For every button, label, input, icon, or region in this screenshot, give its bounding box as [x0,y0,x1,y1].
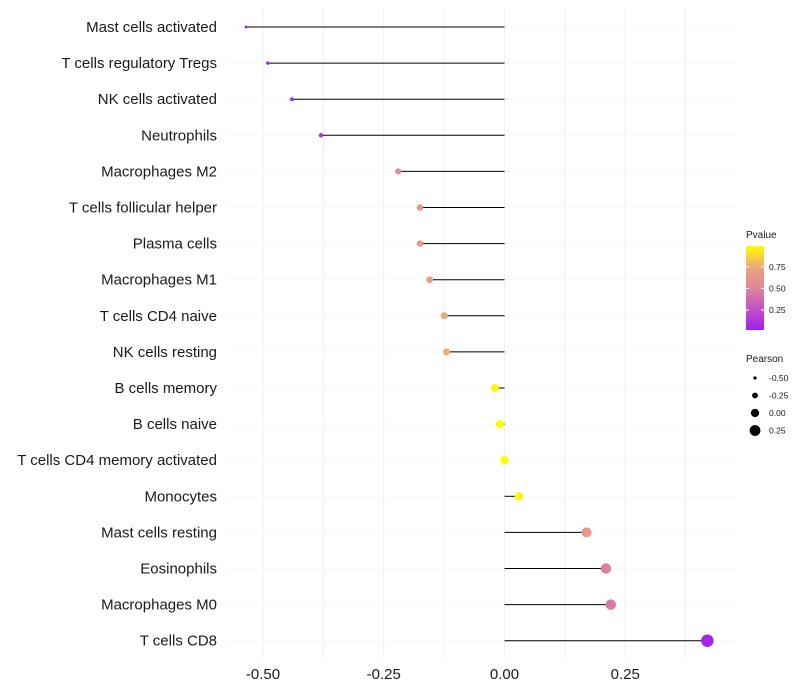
point-macrophages-m1 [426,276,434,284]
category-label: Plasma cells [133,236,217,253]
point-monocytes [514,492,524,501]
y-axis-labels: Mast cells activated T cells regulatory T… [17,19,217,650]
point-macrophages-m0 [605,599,617,610]
category-label: Eosinophils [140,561,217,578]
legend: Pvalue 0.25 0.50 0.75 Pearson -0.50 -0.25 0.… [746,230,789,436]
category-label: T cells CD8 [140,633,217,650]
size-legend-dot [752,392,758,399]
size-legend-dot [749,425,761,436]
color-legend-label: 0.25 [769,305,786,315]
point-nk-cells-resting [442,348,451,356]
point-t-cells-regulatory-tregs [266,61,270,65]
color-legend-label: 0.50 [769,283,786,293]
point-b-cells-naive [495,420,504,429]
category-label: B cells memory [114,380,217,397]
point-t-cells-follicular-helper [416,204,424,211]
size-legend-dot [753,376,757,380]
category-label: Macrophages M1 [101,272,217,289]
category-label: Macrophages M2 [101,163,217,180]
category-label: NK cells resting [113,344,217,361]
category-label: T cells CD4 naive [100,308,217,325]
category-label: Mast cells activated [86,19,217,36]
point-mast-cells-resting [581,527,592,538]
size-legend-label: -0.50 [769,373,789,383]
size-legend-dot [750,408,760,418]
color-legend-bar [746,246,764,330]
lollipop-stems [246,26,708,642]
category-label: T cells regulatory Tregs [61,55,217,72]
category-label: B cells naive [133,416,217,433]
category-label: T cells CD4 memory activated [17,452,217,469]
point-t-cells-cd4-naive [440,312,448,320]
point-t-cells-cd8 [701,634,714,647]
color-legend-ticks: 0.25 0.50 0.75 [746,262,786,315]
x-axis-labels: -0.50 -0.25 0.00 0.25 [246,666,640,683]
lollipop-points [244,25,714,647]
point-t-cells-cd4-memory-activated [500,456,509,465]
category-label: Neutrophils [141,127,217,144]
point-macrophages-m2 [395,168,402,175]
x-tick-label: -0.50 [246,666,280,683]
point-plasma-cells [416,240,424,247]
category-label: T cells follicular helper [69,200,217,217]
x-tick-label: 0.00 [490,666,519,683]
point-eosinophils [600,563,612,574]
size-legend-title: Pearson [746,354,783,365]
color-legend-label: 0.75 [769,262,786,272]
color-legend-title: Pvalue [746,230,777,241]
x-tick-label: -0.25 [367,666,401,683]
point-nk-cells-activated [290,97,294,102]
category-label: NK cells activated [98,91,217,108]
point-b-cells-memory [490,383,499,393]
category-label: Mast cells resting [101,524,217,541]
category-label: Monocytes [144,488,217,505]
size-legend-label: 0.00 [769,408,786,418]
category-label: Macrophages M0 [101,597,217,614]
x-tick-label: 0.25 [611,666,640,683]
size-legend-label: -0.25 [769,391,789,401]
point-mast-cells-activated [244,25,248,29]
grid-lines [228,8,738,658]
point-neutrophils [318,133,324,138]
size-legend-label: 0.25 [769,426,786,436]
size-legend-keys: -0.50 -0.25 0.00 0.25 [749,373,789,436]
